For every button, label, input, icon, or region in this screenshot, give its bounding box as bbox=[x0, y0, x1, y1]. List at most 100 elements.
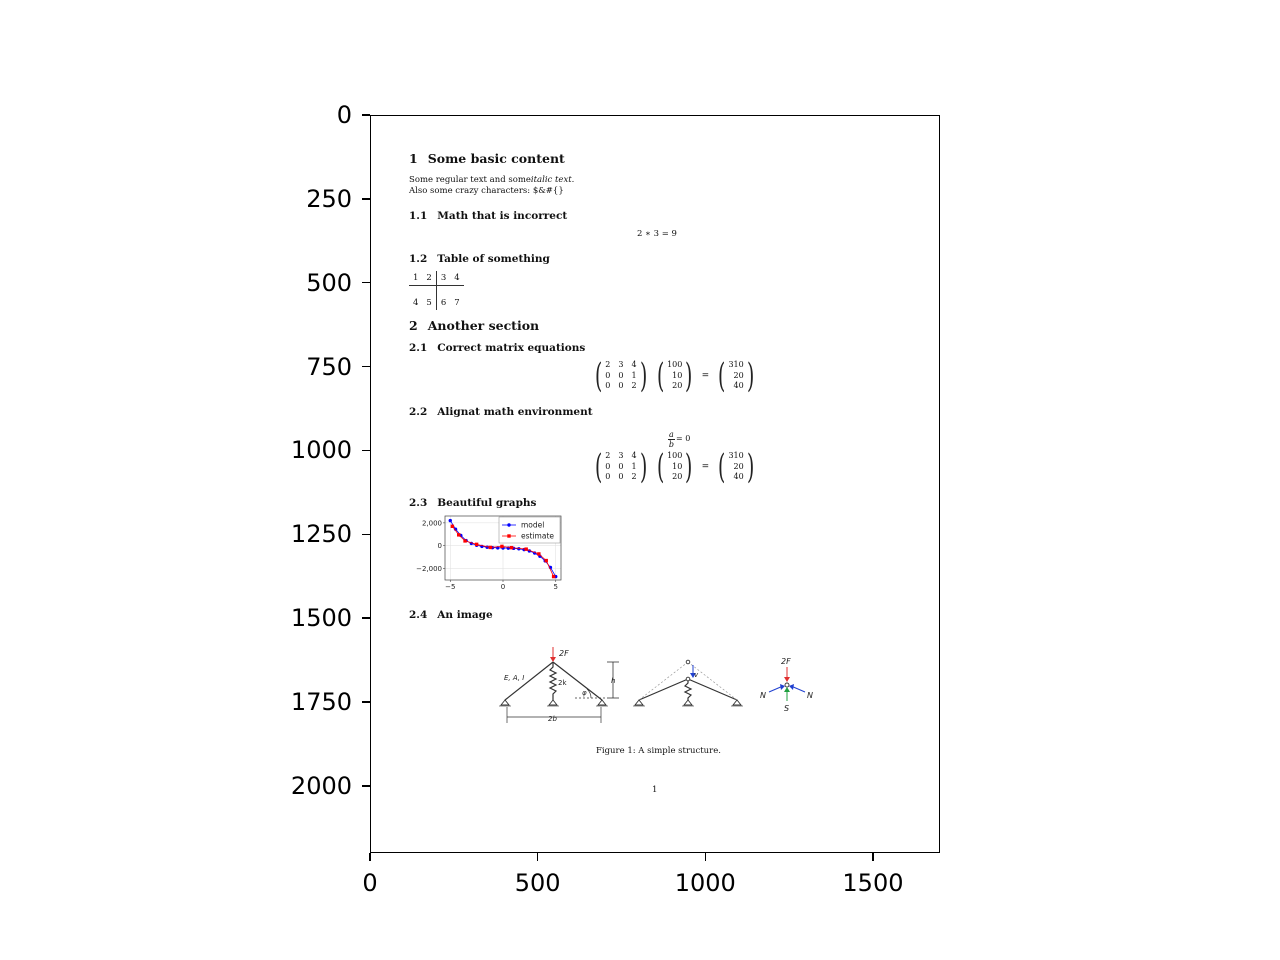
chart-x-tick-label: 5 bbox=[553, 583, 557, 591]
data-point-estimate bbox=[488, 545, 493, 550]
equals-sign: = bbox=[701, 462, 710, 472]
section-number: 2.1 bbox=[409, 342, 428, 354]
y-tick-label: 1750 bbox=[290, 688, 352, 717]
y-tick bbox=[362, 114, 370, 116]
body-text: Some regular text and someitalic text. A… bbox=[409, 175, 574, 197]
fraction-denominator: b bbox=[668, 440, 674, 449]
label-2k: 2k bbox=[558, 679, 567, 687]
table-cell: 7 bbox=[454, 298, 460, 308]
y-tick-label: 1500 bbox=[290, 604, 352, 633]
y-tick bbox=[362, 198, 370, 200]
label-2b: 2b bbox=[548, 715, 557, 723]
label-n-left: N bbox=[760, 691, 766, 700]
y-tick-label: 250 bbox=[306, 184, 352, 213]
data-table: 1 2 3 4 4 5 6 7 bbox=[409, 271, 464, 310]
label-phi: φ bbox=[582, 689, 587, 697]
y-tick bbox=[362, 785, 370, 787]
data-point-estimate bbox=[450, 524, 455, 528]
vector-b: ( 100 10 20 ) bbox=[656, 447, 693, 487]
section-number: 2.2 bbox=[409, 406, 428, 418]
equals-sign: = bbox=[701, 371, 710, 381]
label-s: S bbox=[784, 704, 789, 713]
line-chart: −5 0 5 2,000 0 −2,000 model estimate bbox=[416, 515, 562, 591]
y-tick-label: 0 bbox=[336, 101, 352, 129]
y-tick-label: 750 bbox=[306, 352, 352, 381]
data-point-estimate bbox=[524, 547, 528, 551]
label-2f-fbd: 2F bbox=[781, 657, 791, 666]
table-cell: 4 bbox=[413, 298, 419, 308]
support-icon bbox=[732, 699, 742, 706]
y-tick bbox=[362, 281, 370, 284]
table-row: 1 2 3 4 bbox=[409, 271, 464, 286]
vector-b: ( 100 10 20 ) bbox=[656, 356, 693, 396]
chart-x-tick-label: −5 bbox=[445, 583, 455, 591]
vector-c: ( 310 20 40 ) bbox=[718, 356, 754, 396]
section-number: 1 bbox=[409, 151, 418, 166]
x-tick-label: 1500 bbox=[842, 869, 904, 897]
table-cell: 2 bbox=[422, 271, 437, 286]
spring-icon bbox=[548, 662, 558, 700]
data-point-estimate bbox=[537, 552, 541, 556]
body-line-1: Some regular text and some bbox=[409, 175, 531, 185]
section-title: Beautiful graphs bbox=[437, 497, 537, 509]
section-2-2-heading: 2.2 Alignat math environment bbox=[409, 406, 593, 418]
deformed-right-member bbox=[687, 678, 738, 701]
legend-label: model bbox=[521, 521, 544, 530]
label-eai: E, A, I bbox=[504, 674, 524, 682]
section-1-2-heading: 1.2 Table of something bbox=[409, 253, 550, 265]
section-number: 2 bbox=[409, 318, 418, 333]
section-title: Alignat math environment bbox=[437, 406, 593, 418]
table-cell: 5 bbox=[422, 285, 437, 310]
section-title: Math that is incorrect bbox=[437, 210, 568, 222]
data-point-model bbox=[448, 518, 452, 523]
section-1-1-heading: 1.1 Math that is incorrect bbox=[409, 210, 567, 222]
label-h: h bbox=[611, 677, 615, 685]
table-cell: 3 bbox=[436, 271, 451, 286]
y-tick-label: 500 bbox=[306, 268, 352, 297]
label-v: v bbox=[694, 671, 699, 679]
x-tick bbox=[369, 853, 371, 861]
data-point-estimate bbox=[457, 533, 461, 537]
fraction-rest: = 0 bbox=[676, 434, 691, 443]
x-tick-label: 1000 bbox=[674, 869, 736, 897]
section-2-4-heading: 2.4 An image bbox=[409, 609, 493, 621]
x-tick bbox=[872, 853, 874, 861]
data-point-estimate bbox=[500, 544, 504, 549]
incorrect-equation: 2 ∗ 3 = 9 bbox=[637, 229, 677, 239]
y-tick bbox=[362, 617, 370, 619]
truss-left-member bbox=[504, 661, 554, 701]
fraction: a b bbox=[668, 430, 675, 449]
y-tick bbox=[362, 533, 370, 536]
section-2-3-heading: 2.3 Beautiful graphs bbox=[409, 497, 536, 509]
section-1-heading: 1 Some basic content bbox=[409, 151, 565, 166]
vector-c: ( 310 20 40 ) bbox=[718, 447, 754, 487]
section-number: 1.2 bbox=[409, 253, 428, 265]
fraction-numerator: a bbox=[668, 430, 675, 440]
support-icon bbox=[683, 699, 693, 706]
x-tick bbox=[536, 853, 539, 861]
label-n-right: N bbox=[807, 691, 813, 700]
support-icon bbox=[500, 699, 510, 706]
data-point-estimate bbox=[509, 545, 514, 550]
chart-y-tick-label: 0 bbox=[438, 542, 442, 550]
x-tick-label: 500 bbox=[514, 869, 561, 897]
y-tick-label: 1250 bbox=[290, 520, 352, 549]
legend-marker bbox=[507, 534, 511, 538]
plot-frame bbox=[370, 115, 940, 853]
legend-marker bbox=[507, 523, 511, 527]
y-tick-label: 1000 bbox=[290, 436, 352, 465]
section-number: 1.1 bbox=[409, 210, 428, 222]
table-cell: 1 bbox=[409, 271, 423, 286]
y-tick bbox=[362, 365, 370, 368]
data-point-estimate bbox=[474, 542, 479, 547]
table-row: 4 5 6 7 bbox=[409, 285, 464, 310]
y-tick bbox=[362, 449, 370, 452]
table-cell: 6 bbox=[440, 298, 447, 308]
section-title: An image bbox=[437, 609, 493, 621]
legend-label: estimate bbox=[521, 532, 554, 541]
section-2-1-heading: 2.1 Correct matrix equations bbox=[409, 342, 585, 354]
page-number: 1 bbox=[652, 785, 658, 795]
